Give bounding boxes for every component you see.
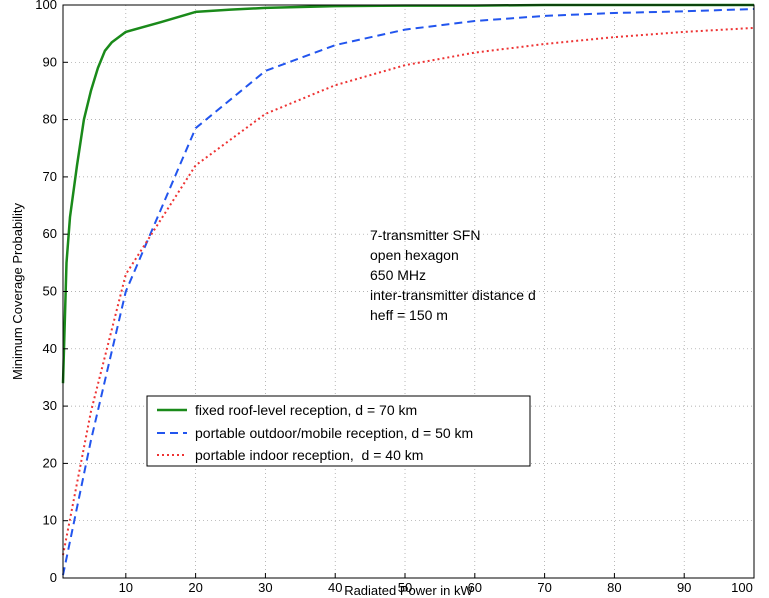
legend: fixed roof-level reception, d = 70 km po…	[146, 395, 531, 467]
x-tick-label: 50	[398, 580, 412, 595]
y-tick-label: 100	[35, 0, 57, 12]
legend-label-outdoor: portable outdoor/mobile reception, d = 5…	[195, 425, 473, 441]
annotation-line-1: 7-transmitter SFN	[370, 227, 480, 243]
x-tick-label: 60	[468, 580, 482, 595]
y-tick-label: 30	[43, 398, 57, 413]
series-line-portable-indoor	[62, 26, 755, 556]
plot-area	[63, 5, 754, 578]
x-tick-label: 30	[258, 580, 272, 595]
x-tick-label: 10	[119, 580, 133, 595]
x-tick-label: 90	[677, 580, 691, 595]
y-tick-label: 10	[43, 513, 57, 528]
legend-label-indoor: portable indoor reception, d = 40 km	[195, 447, 423, 463]
y-axis-label: Minimum Coverage Probability	[10, 202, 25, 380]
legend-label-fixed: fixed roof-level reception, d = 70 km	[195, 402, 417, 418]
annotation-line-3: 650 MHz	[370, 267, 426, 283]
x-axis-label: Radiated Power in kW	[344, 583, 473, 598]
y-tick-label: 90	[43, 54, 57, 69]
x-tick-label: 40	[328, 580, 342, 595]
tick-labels: 10 20 30 40 50 60 70 80 90 100 0 10 20 30 40 50 60 70 80 90…	[35, 0, 755, 595]
y-tick-label: 40	[43, 341, 57, 356]
legend-box	[146, 395, 531, 467]
annotation-line-4: inter-transmitter distance d	[370, 287, 536, 303]
y-tick-label: 20	[43, 455, 57, 470]
series-line-portable-outdoor	[62, 8, 755, 576]
annotation-line-2: open hexagon	[370, 247, 459, 263]
y-tick-label: 50	[43, 284, 57, 299]
annotation: 7-transmitter SFN open hexagon 650 MHz i…	[370, 227, 536, 323]
y-tick-label: 0	[50, 570, 57, 585]
x-tick-label: 20	[188, 580, 202, 595]
annotation-line-5: heff = 150 m	[370, 307, 448, 323]
x-tick-label: 70	[537, 580, 551, 595]
y-tick-label: 60	[43, 226, 57, 241]
y-tick-label: 70	[43, 169, 57, 184]
x-tick-label: 80	[607, 580, 621, 595]
x-tick-label: 100	[731, 580, 753, 595]
y-tick-label: 80	[43, 112, 57, 127]
